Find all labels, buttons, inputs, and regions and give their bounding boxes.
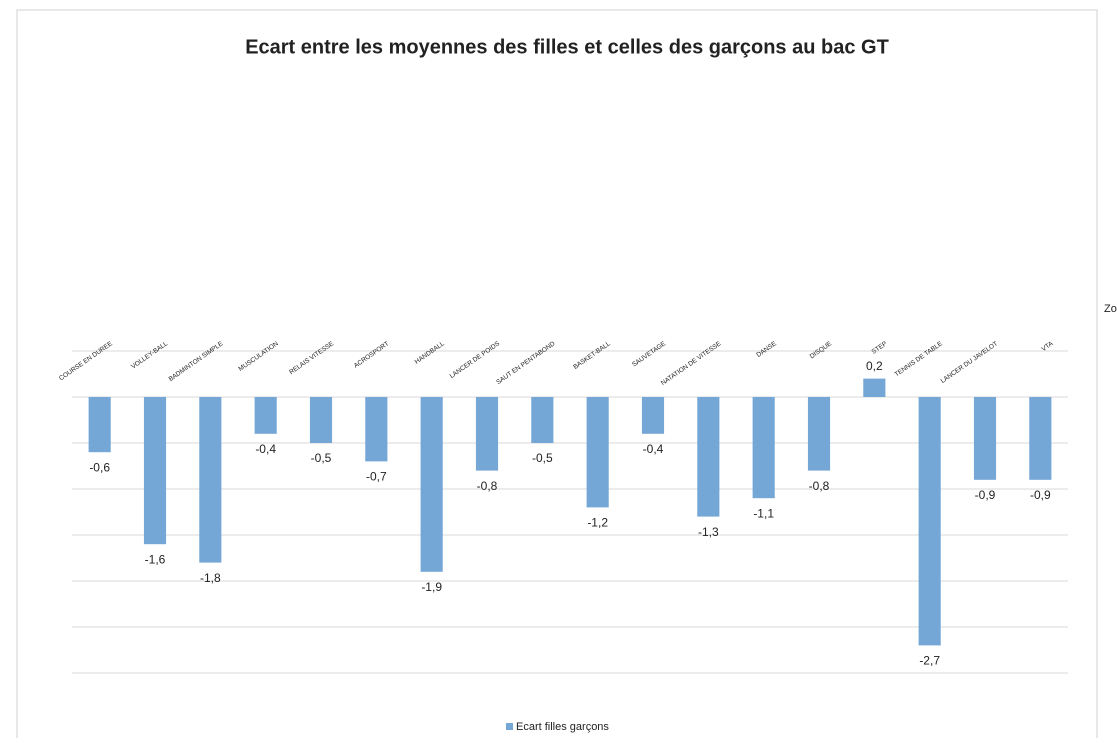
bar [807,397,831,471]
chart-frame [16,9,1098,743]
data-label: -0,6 [89,460,110,474]
data-label: -0,4 [255,442,276,456]
bar [309,397,333,443]
bar [254,397,277,434]
bar [88,397,111,453]
bar [199,397,222,563]
bar [475,397,499,471]
bar [365,397,388,462]
bar [586,397,609,508]
data-label: -1,6 [145,552,166,566]
bar [531,397,554,443]
side-text: Zo [1104,303,1117,315]
bar [752,397,775,499]
legend-swatch [506,723,513,730]
data-label: -1,1 [753,506,774,520]
bar [918,397,941,646]
data-label: -0,9 [1030,488,1051,502]
bar [641,397,665,434]
data-label: -0,8 [477,479,498,493]
bar [863,378,886,397]
legend-label: Ecart filles garçons [516,721,609,733]
bar [143,397,167,545]
data-label: -1,9 [421,580,442,594]
chart-title: Ecart entre les moyennes des filles et c… [245,36,889,58]
data-label: -0,8 [809,479,830,493]
data-label: -0,5 [532,451,553,465]
data-label: -1,8 [200,571,221,585]
bar [973,397,997,480]
bar [420,397,443,572]
data-label: -0,5 [311,451,332,465]
data-label: 0,2 [866,359,883,373]
data-label: -1,3 [698,525,719,539]
bar [1029,397,1052,480]
data-label: -0,7 [366,470,387,484]
bar [697,397,720,517]
data-label: -1,2 [587,516,608,530]
data-label: -0,4 [643,442,664,456]
data-label: -0,9 [975,488,996,502]
data-label: -2,7 [919,654,940,668]
